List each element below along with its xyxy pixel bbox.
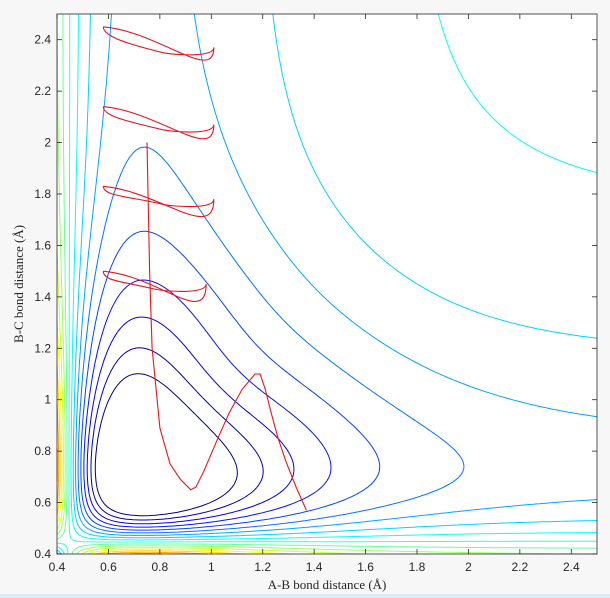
plot-area xyxy=(57,14,597,554)
x-axis-ticks: 0.4 0.6 0.8 1 1.2 1.4 1.6 1.8 2 2.2 2.4 xyxy=(49,14,580,574)
trajectory-loop xyxy=(102,26,215,61)
y-tick-label: 2.2 xyxy=(34,84,51,98)
y-axis-ticks: 0.4 0.6 0.8 1 1.2 1.4 1.6 1.8 2 2.2 2.4 xyxy=(34,33,597,561)
y-tick-label: 0.4 xyxy=(34,547,51,561)
x-tick-label: 0.6 xyxy=(100,560,117,574)
x-tick-label: 1.4 xyxy=(306,560,323,574)
y-tick-label: 1 xyxy=(44,393,51,407)
x-tick-label: 0.4 xyxy=(49,560,66,574)
potential-energy-contours xyxy=(56,13,598,555)
contour-line xyxy=(56,13,598,555)
contour-line xyxy=(56,13,598,555)
plot-frame xyxy=(56,13,598,555)
y-tick-label: 1.2 xyxy=(34,341,51,355)
x-tick-label: 1.6 xyxy=(357,560,374,574)
x-axis-label: A-B bond distance (Å) xyxy=(268,577,387,592)
window-bottom-edge xyxy=(0,594,610,598)
contour-line xyxy=(56,13,598,555)
x-tick-label: 2.4 xyxy=(563,560,580,574)
trajectory-loop xyxy=(102,270,207,303)
trajectory-loop xyxy=(102,106,215,140)
contour-line xyxy=(56,13,598,555)
contour-line xyxy=(56,13,598,555)
y-tick-label: 2 xyxy=(44,136,51,150)
x-tick-label: 0.8 xyxy=(152,560,169,574)
contour-line xyxy=(80,230,381,531)
y-tick-label: 0.8 xyxy=(34,444,51,458)
y-axis-label: B-C bond distance (Å) xyxy=(11,225,26,343)
x-tick-label: 2 xyxy=(465,560,472,574)
y-tick-label: 1.6 xyxy=(34,238,51,252)
contour-line xyxy=(77,146,465,534)
x-tick-label: 1.8 xyxy=(409,560,426,574)
contour-line xyxy=(86,316,295,525)
trajectory-loop xyxy=(102,185,215,218)
contour-line xyxy=(56,13,598,555)
y-tick-label: 2.4 xyxy=(34,33,51,47)
x-tick-label: 2.2 xyxy=(512,560,529,574)
x-tick-label: 1 xyxy=(208,560,215,574)
contour-line xyxy=(83,279,332,528)
y-tick-label: 1.8 xyxy=(34,187,51,201)
trajectory-path xyxy=(146,142,307,511)
reaction-trajectory xyxy=(102,26,307,511)
contour-line xyxy=(90,347,264,521)
y-tick-label: 0.6 xyxy=(34,496,51,510)
y-tick-label: 1.4 xyxy=(34,290,51,304)
x-tick-label: 1.2 xyxy=(254,560,271,574)
